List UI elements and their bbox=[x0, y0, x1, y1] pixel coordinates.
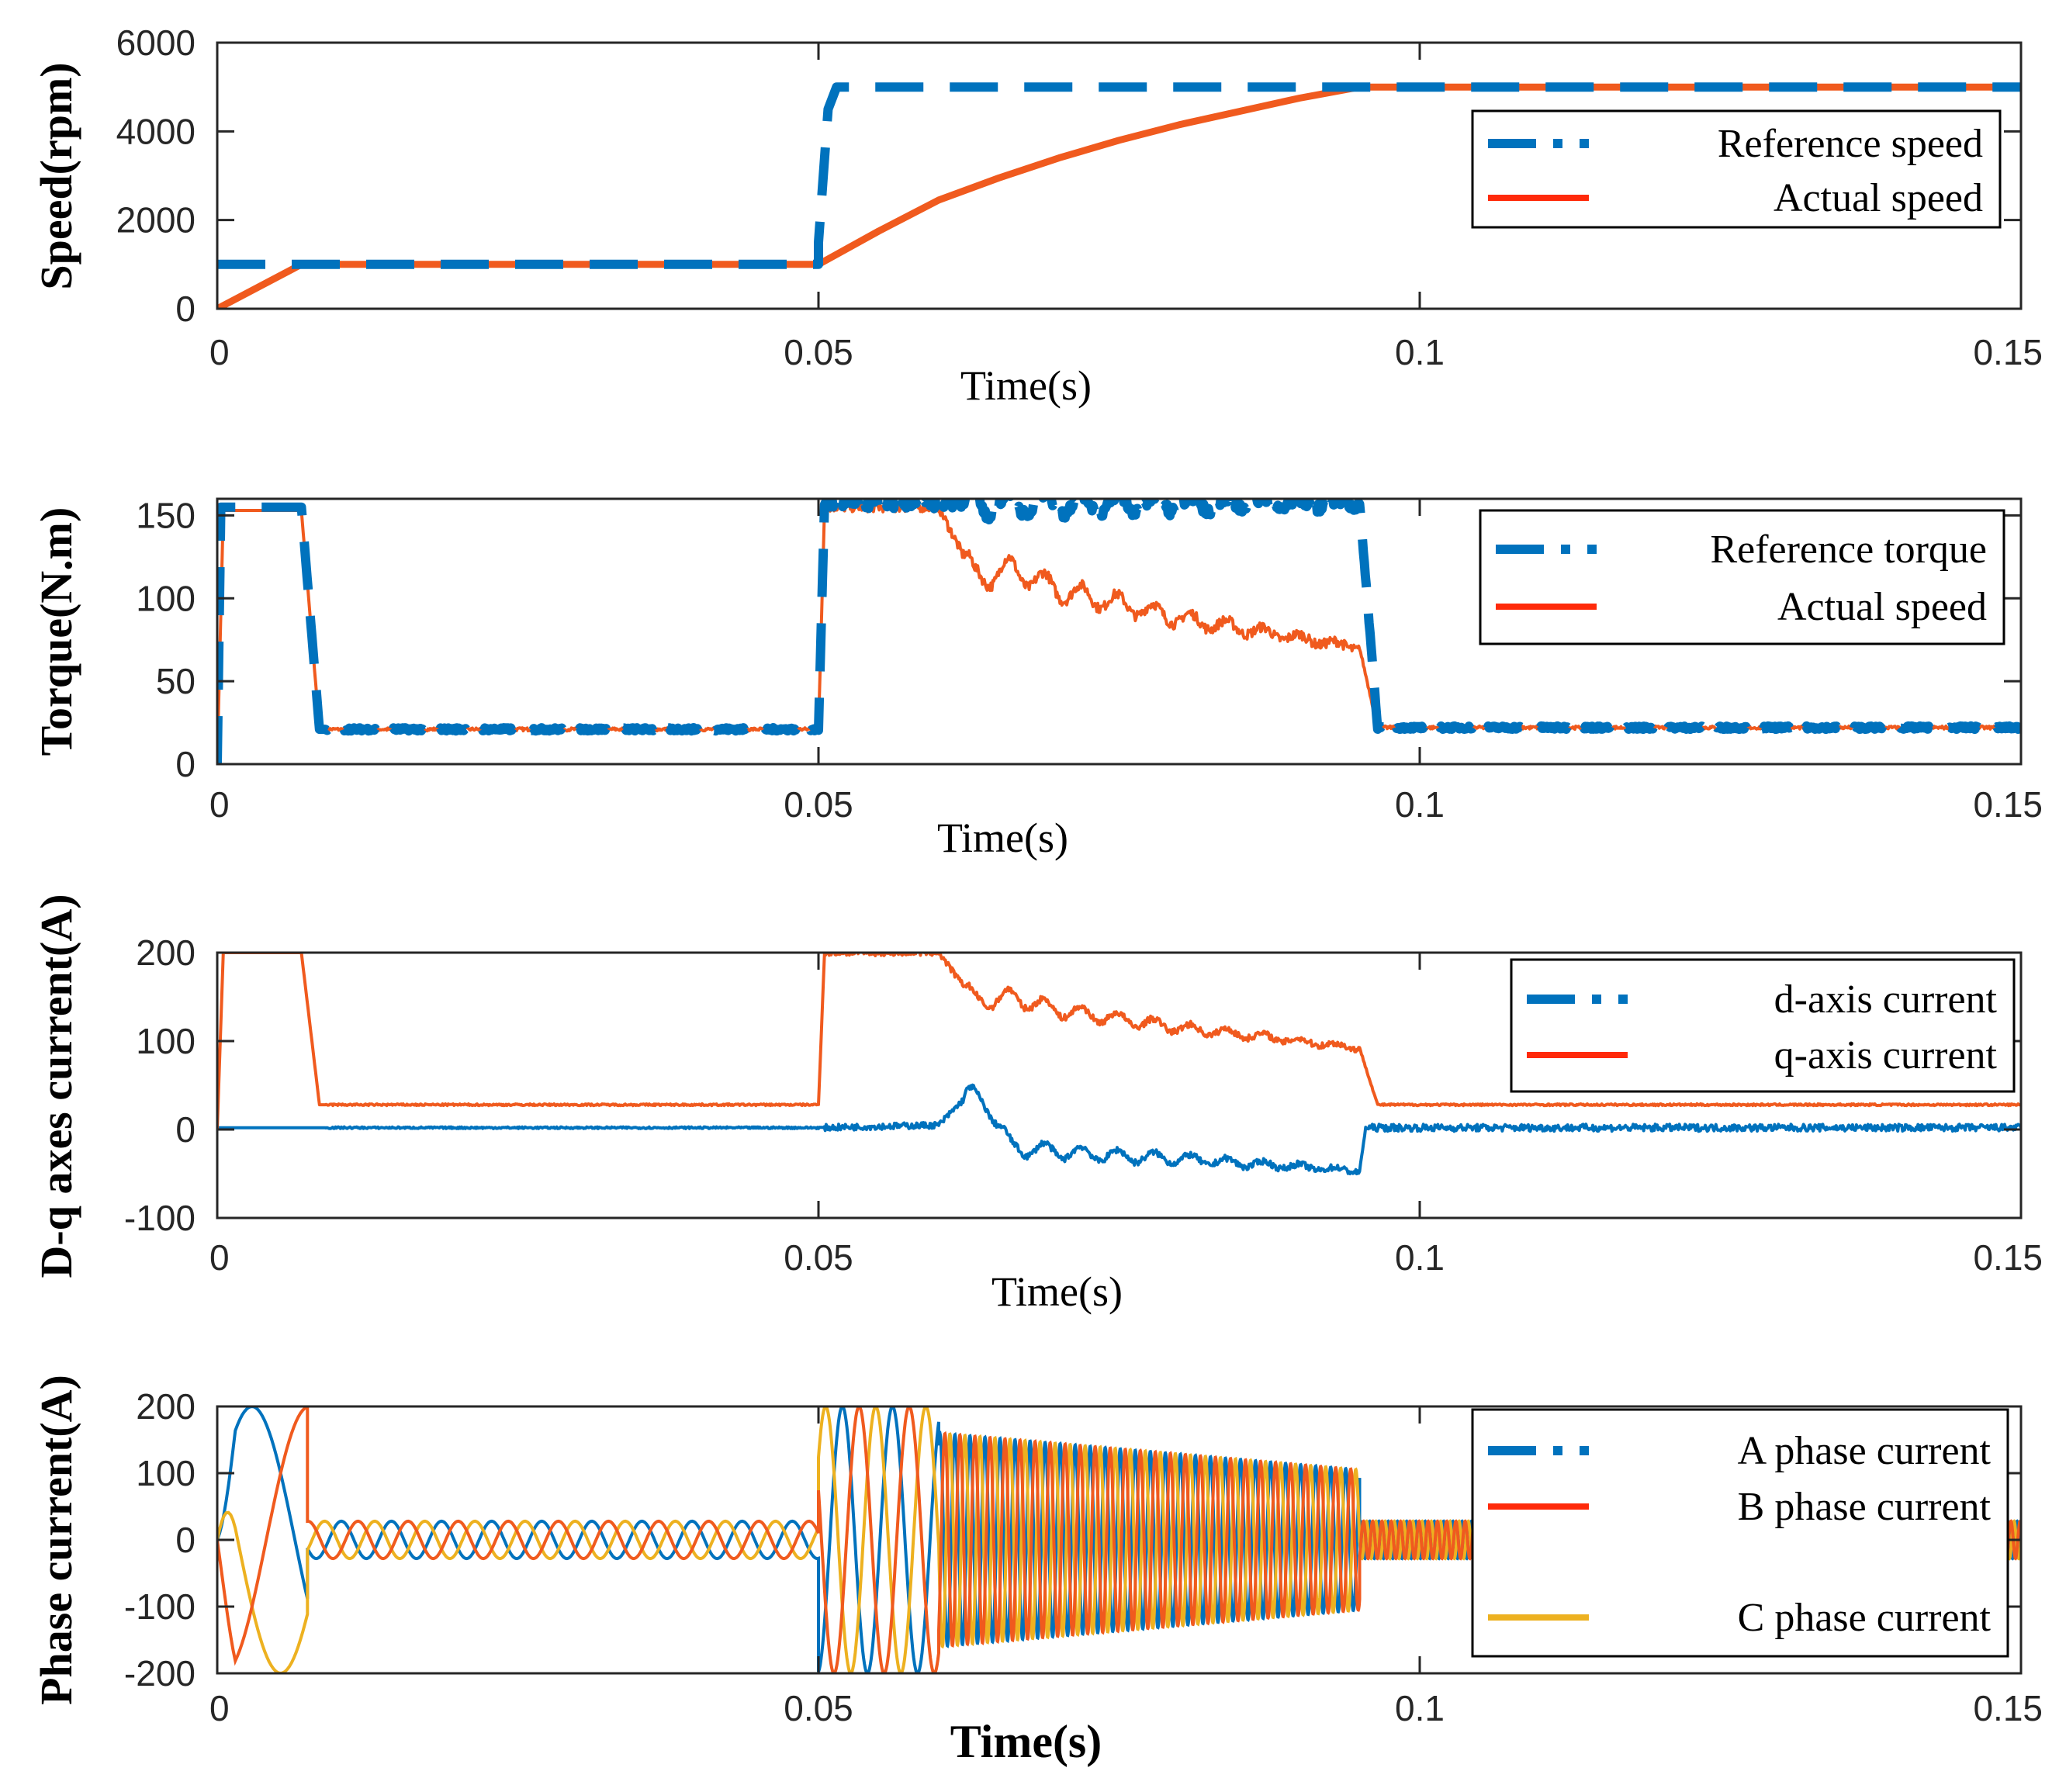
x-tick-label: 0.15 bbox=[1973, 784, 2043, 825]
x-tick-label: 0 bbox=[209, 1688, 230, 1728]
y-tick-label: 50 bbox=[156, 661, 196, 701]
legend-box bbox=[1510, 958, 2016, 1093]
series-line-reference-speed bbox=[217, 82, 2021, 269]
axes-box bbox=[216, 497, 2023, 766]
y-tick-label: 0 bbox=[175, 289, 196, 329]
y-axis-label: D-q axes current(A) bbox=[31, 894, 81, 1278]
series-line-q-axis-current bbox=[217, 953, 2021, 1130]
legend-label: A phase current bbox=[1738, 1429, 1992, 1473]
x-tick-label: 0.1 bbox=[1395, 1237, 1445, 1278]
x-tick-label: 0.15 bbox=[1973, 332, 2043, 372]
legend-label: q-axis current bbox=[1774, 1033, 1998, 1078]
x-axis-label: Time(s) bbox=[937, 815, 1068, 861]
chart-panel-1: 0 0.05 0.1 0.15 0 2000 4000 6000 Time(s) Speed(rp… bbox=[31, 22, 2043, 409]
series-line-d-axis-current bbox=[217, 1083, 2021, 1176]
legend-label: Actual speed bbox=[1774, 176, 1983, 220]
y-tick-label: 2000 bbox=[116, 200, 196, 240]
y-axis-label: Torque(N.m) bbox=[31, 507, 81, 756]
y-tick-label: 150 bbox=[136, 495, 196, 535]
y-tick-label: 0 bbox=[175, 1109, 196, 1150]
x-axis-label: Time(s) bbox=[950, 1716, 1102, 1767]
legend: d-axis current q-axis current bbox=[1510, 958, 2016, 1093]
series-group bbox=[217, 82, 2021, 309]
y-tick-label: 200 bbox=[136, 932, 196, 973]
chart-panel-3: 0 0.05 0.1 0.15 -100 0 100 200 Time(s) D-q axes c… bbox=[31, 894, 2043, 1315]
x-tick-label: 0.05 bbox=[784, 332, 853, 372]
legend: Reference torque Actual speed bbox=[1479, 509, 2005, 645]
series-group bbox=[217, 499, 2021, 764]
legend-label: Reference speed bbox=[1718, 122, 1983, 166]
x-tick-label: 0 bbox=[209, 332, 230, 372]
x-tick-label: 0.1 bbox=[1395, 1688, 1445, 1728]
legend-box bbox=[1479, 509, 2005, 645]
axes-box bbox=[216, 951, 2023, 1219]
y-tick-label: 200 bbox=[136, 1386, 196, 1427]
y-tick-label: 0 bbox=[175, 1520, 196, 1560]
x-tick-label: 0.05 bbox=[784, 784, 853, 825]
x-axis-label: Time(s) bbox=[960, 362, 1092, 409]
legend-label: d-axis current bbox=[1774, 977, 1998, 1022]
axes-box bbox=[216, 41, 2023, 310]
legend: A phase current B phase current C phase cu… bbox=[1471, 1408, 2009, 1658]
x-tick-label: 0.05 bbox=[784, 1688, 853, 1728]
x-tick-label: 0.15 bbox=[1973, 1688, 2043, 1728]
x-tick-label: 0.05 bbox=[784, 1237, 853, 1278]
y-tick-label: -100 bbox=[124, 1198, 196, 1238]
y-tick-label: 0 bbox=[175, 744, 196, 784]
y-tick-label: -100 bbox=[124, 1586, 196, 1627]
legend-label: Reference torque bbox=[1710, 528, 1987, 572]
y-tick-label: 100 bbox=[136, 1021, 196, 1061]
y-tick-label: 100 bbox=[136, 578, 196, 618]
x-tick-label: 0 bbox=[209, 1237, 230, 1278]
legend-label: Actual speed bbox=[1777, 585, 1987, 629]
legend-label: C phase current bbox=[1738, 1596, 1992, 1640]
x-tick-label: 0.15 bbox=[1973, 1237, 2043, 1278]
x-tick-label: 0.1 bbox=[1395, 784, 1445, 825]
y-axis-label: Phase current(A) bbox=[31, 1375, 81, 1705]
legend-label: B phase current bbox=[1738, 1485, 1992, 1529]
y-axis-label: Speed(rpm) bbox=[31, 62, 81, 289]
series-group bbox=[217, 953, 2021, 1176]
chart-panel-2: 0 0.05 0.1 0.15 0 50 100 150 Time(s) Torque(N.m) R… bbox=[31, 495, 2043, 861]
x-tick-label: 0.1 bbox=[1395, 332, 1445, 372]
x-axis-label: Time(s) bbox=[991, 1268, 1123, 1315]
y-tick-label: 100 bbox=[136, 1453, 196, 1493]
series-line-reference-torque bbox=[217, 499, 2021, 764]
chart-panel-4: 0 0.05 0.1 0.15 -200 -100 0 100 200 Time(s) Phase … bbox=[31, 1375, 2043, 1767]
x-tick-label: 0 bbox=[209, 784, 230, 825]
legend-box bbox=[1471, 109, 2002, 229]
legend: Reference speed Actual speed bbox=[1471, 109, 2002, 229]
y-tick-label: 4000 bbox=[116, 111, 196, 151]
y-tick-label: -200 bbox=[124, 1653, 196, 1693]
y-tick-label: 6000 bbox=[116, 22, 196, 63]
